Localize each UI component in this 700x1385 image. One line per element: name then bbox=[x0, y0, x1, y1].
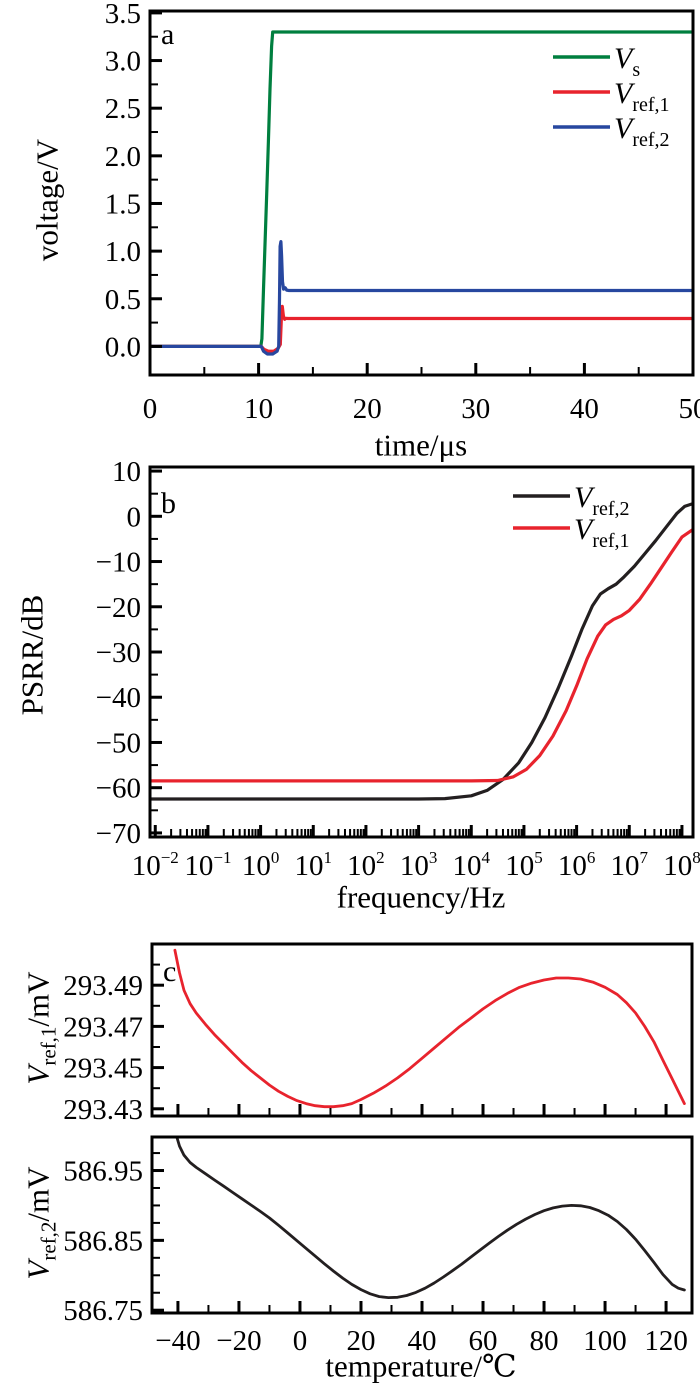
x-tick-label: 10−2 bbox=[132, 848, 179, 882]
y-tick-label: −20 bbox=[96, 592, 141, 624]
ylabel-symbol: V bbox=[20, 1260, 56, 1280]
panel-letter-b: b bbox=[161, 487, 176, 520]
series-Vref1-temp-line bbox=[173, 948, 686, 1109]
ylabel-symbol: V bbox=[20, 1065, 56, 1085]
panel-b-x-axis-label: frequency/Hz bbox=[336, 879, 506, 915]
ylabel-unit: /mV bbox=[20, 971, 56, 1027]
y-tick-label: 293.47 bbox=[63, 1011, 143, 1043]
x-tick-label: −20 bbox=[216, 1325, 261, 1357]
y-tick-label: 586.95 bbox=[63, 1156, 143, 1188]
panel-c1: 293.43 293.45 293.47 293.49 c bbox=[63, 942, 694, 1126]
panel-c-top-y-axis-label: Vref,1/mV bbox=[20, 971, 61, 1085]
x-tick-label: 103 bbox=[400, 848, 438, 882]
y-tick-label: 293.45 bbox=[63, 1053, 143, 1085]
y-tick-label: −50 bbox=[96, 727, 141, 759]
panel-a-x-axis-label: time/μs bbox=[374, 427, 468, 463]
y-tick-label: −40 bbox=[96, 682, 141, 714]
x-tick-label: 120 bbox=[644, 1325, 688, 1357]
x-tick-label: 106 bbox=[558, 848, 596, 882]
x-tick-label: 40 bbox=[408, 1325, 437, 1357]
panel-c-x-axis-label: temperature/℃ bbox=[325, 1348, 517, 1384]
panel-b-y-axis-label: PSRR/dB bbox=[14, 594, 50, 716]
y-tick-label: 0.5 bbox=[105, 284, 141, 316]
series-Vref1-psrr-line bbox=[150, 527, 693, 783]
x-tick-label: 0 bbox=[293, 1325, 308, 1357]
y-tick-label: 2.0 bbox=[105, 141, 141, 173]
y-tick-label: 3.0 bbox=[105, 46, 141, 78]
panel-b-frame bbox=[148, 465, 695, 839]
y-tick-label: 0 bbox=[127, 501, 142, 533]
y-tick-label: −60 bbox=[96, 773, 141, 805]
x-tick-label: −40 bbox=[155, 1325, 200, 1357]
x-tick-label: 80 bbox=[530, 1325, 559, 1357]
x-tick-label: 20 bbox=[353, 393, 382, 425]
x-tick-label: 10 bbox=[244, 393, 273, 425]
panel-letter-c: c bbox=[163, 955, 176, 988]
y-tick-label: −30 bbox=[96, 637, 141, 669]
panel-c2-frame bbox=[150, 1135, 694, 1315]
y-tick-label: −10 bbox=[96, 547, 141, 579]
panel-a-y-axis-label: voltage/V bbox=[29, 138, 65, 262]
panel-a: 0.00.51.01.52.02.53.03.501020304050aVsVr… bbox=[105, 0, 700, 425]
y-tick-label: 293.49 bbox=[63, 970, 143, 1002]
x-tick-label: 108 bbox=[663, 848, 700, 882]
y-tick-label: 1.0 bbox=[105, 236, 141, 268]
y-tick-label: 293.43 bbox=[63, 1094, 143, 1126]
x-tick-label: 104 bbox=[453, 848, 491, 882]
y-tick-label: −70 bbox=[96, 818, 141, 850]
series-Vref2-psrr-line bbox=[150, 502, 693, 801]
y-tick-label: 586.85 bbox=[63, 1225, 143, 1257]
x-tick-label: 50 bbox=[679, 393, 700, 425]
ylabel-subscript: ref,1 bbox=[36, 1026, 61, 1066]
x-tick-label: 107 bbox=[611, 848, 649, 882]
x-tick-label: 40 bbox=[570, 393, 599, 425]
panel-c2: 586.75 586.85 586.95 −40 −20 0 20 40 60 80 100 120 bbox=[63, 1135, 694, 1357]
legend-label-ref,2: Vref,2 bbox=[614, 112, 670, 151]
ylabel-subscript: ref,2 bbox=[36, 1221, 61, 1261]
x-tick-label: 60 bbox=[469, 1325, 498, 1357]
x-tick-label: 20 bbox=[346, 1325, 375, 1357]
x-tick-label: 10−1 bbox=[184, 848, 231, 882]
y-tick-label: 2.5 bbox=[105, 93, 141, 125]
series-Vref1-line bbox=[150, 304, 693, 353]
y-tick-label: 0.0 bbox=[105, 331, 141, 363]
panel-letter-a: a bbox=[161, 18, 174, 51]
series-Vref2-line bbox=[150, 240, 693, 356]
panel-c1-frame bbox=[150, 942, 694, 1118]
x-tick-label: 101 bbox=[295, 848, 333, 882]
ylabel-unit: /mV bbox=[20, 1166, 56, 1222]
series-Vref2-temp-line bbox=[175, 1137, 686, 1299]
x-tick-label: 30 bbox=[461, 393, 490, 425]
x-tick-label: 100 bbox=[583, 1325, 627, 1357]
x-tick-label: 100 bbox=[242, 848, 280, 882]
x-tick-label: 0 bbox=[143, 393, 158, 425]
x-tick-label: 105 bbox=[505, 848, 543, 882]
x-tick-label: 102 bbox=[347, 848, 385, 882]
y-tick-label: 586.75 bbox=[63, 1295, 143, 1327]
legend-label-ref,1: Vref,1 bbox=[614, 77, 670, 116]
y-tick-label: 1.5 bbox=[105, 188, 141, 220]
y-tick-label: 10 bbox=[112, 456, 141, 488]
panel-c-bottom-y-axis-label: Vref,2/mV bbox=[20, 1166, 61, 1280]
series-Vs-line bbox=[150, 30, 693, 348]
y-tick-label: 3.5 bbox=[105, 0, 141, 30]
legend-label-s: Vs bbox=[614, 42, 640, 81]
panel-a-frame bbox=[148, 9, 695, 377]
